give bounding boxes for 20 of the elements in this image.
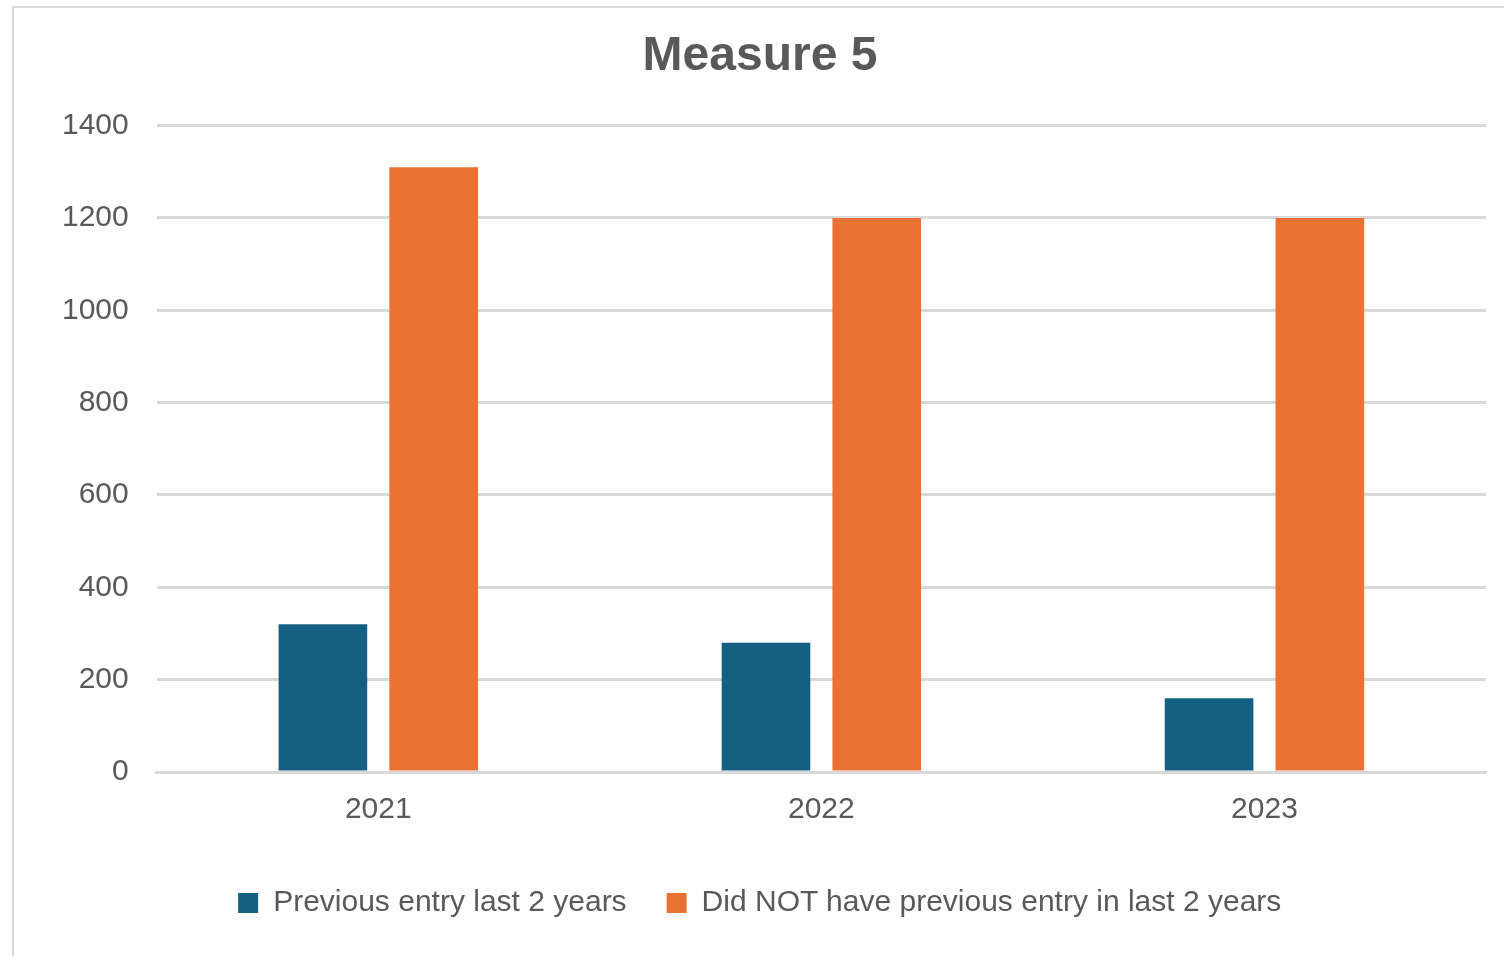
y-tick-label: 400 — [78, 568, 129, 602]
x-tick-label: 2023 — [1231, 791, 1298, 825]
legend-label: Previous entry last 2 years — [273, 884, 627, 918]
y-tick-label: 1400 — [61, 106, 129, 140]
x-tick-label: 2021 — [344, 791, 412, 825]
bar — [278, 624, 368, 771]
legend-label: Did NOT have previous entry in last 2 years — [701, 884, 1282, 918]
x-tick-label: 2022 — [787, 791, 855, 825]
y-tick-label: 1000 — [61, 291, 129, 325]
y-tick-label: 0 — [112, 753, 129, 787]
y-tick-label: 200 — [78, 660, 129, 694]
bar — [1275, 217, 1365, 771]
bar — [389, 167, 478, 771]
y-tick-label: 800 — [78, 383, 129, 417]
bar — [1164, 698, 1254, 771]
chart-title: Measure 5 — [642, 27, 878, 81]
bar — [832, 217, 922, 771]
y-tick-label: 1200 — [61, 199, 129, 233]
y-tick-label: 600 — [78, 476, 129, 510]
bar — [721, 642, 811, 771]
